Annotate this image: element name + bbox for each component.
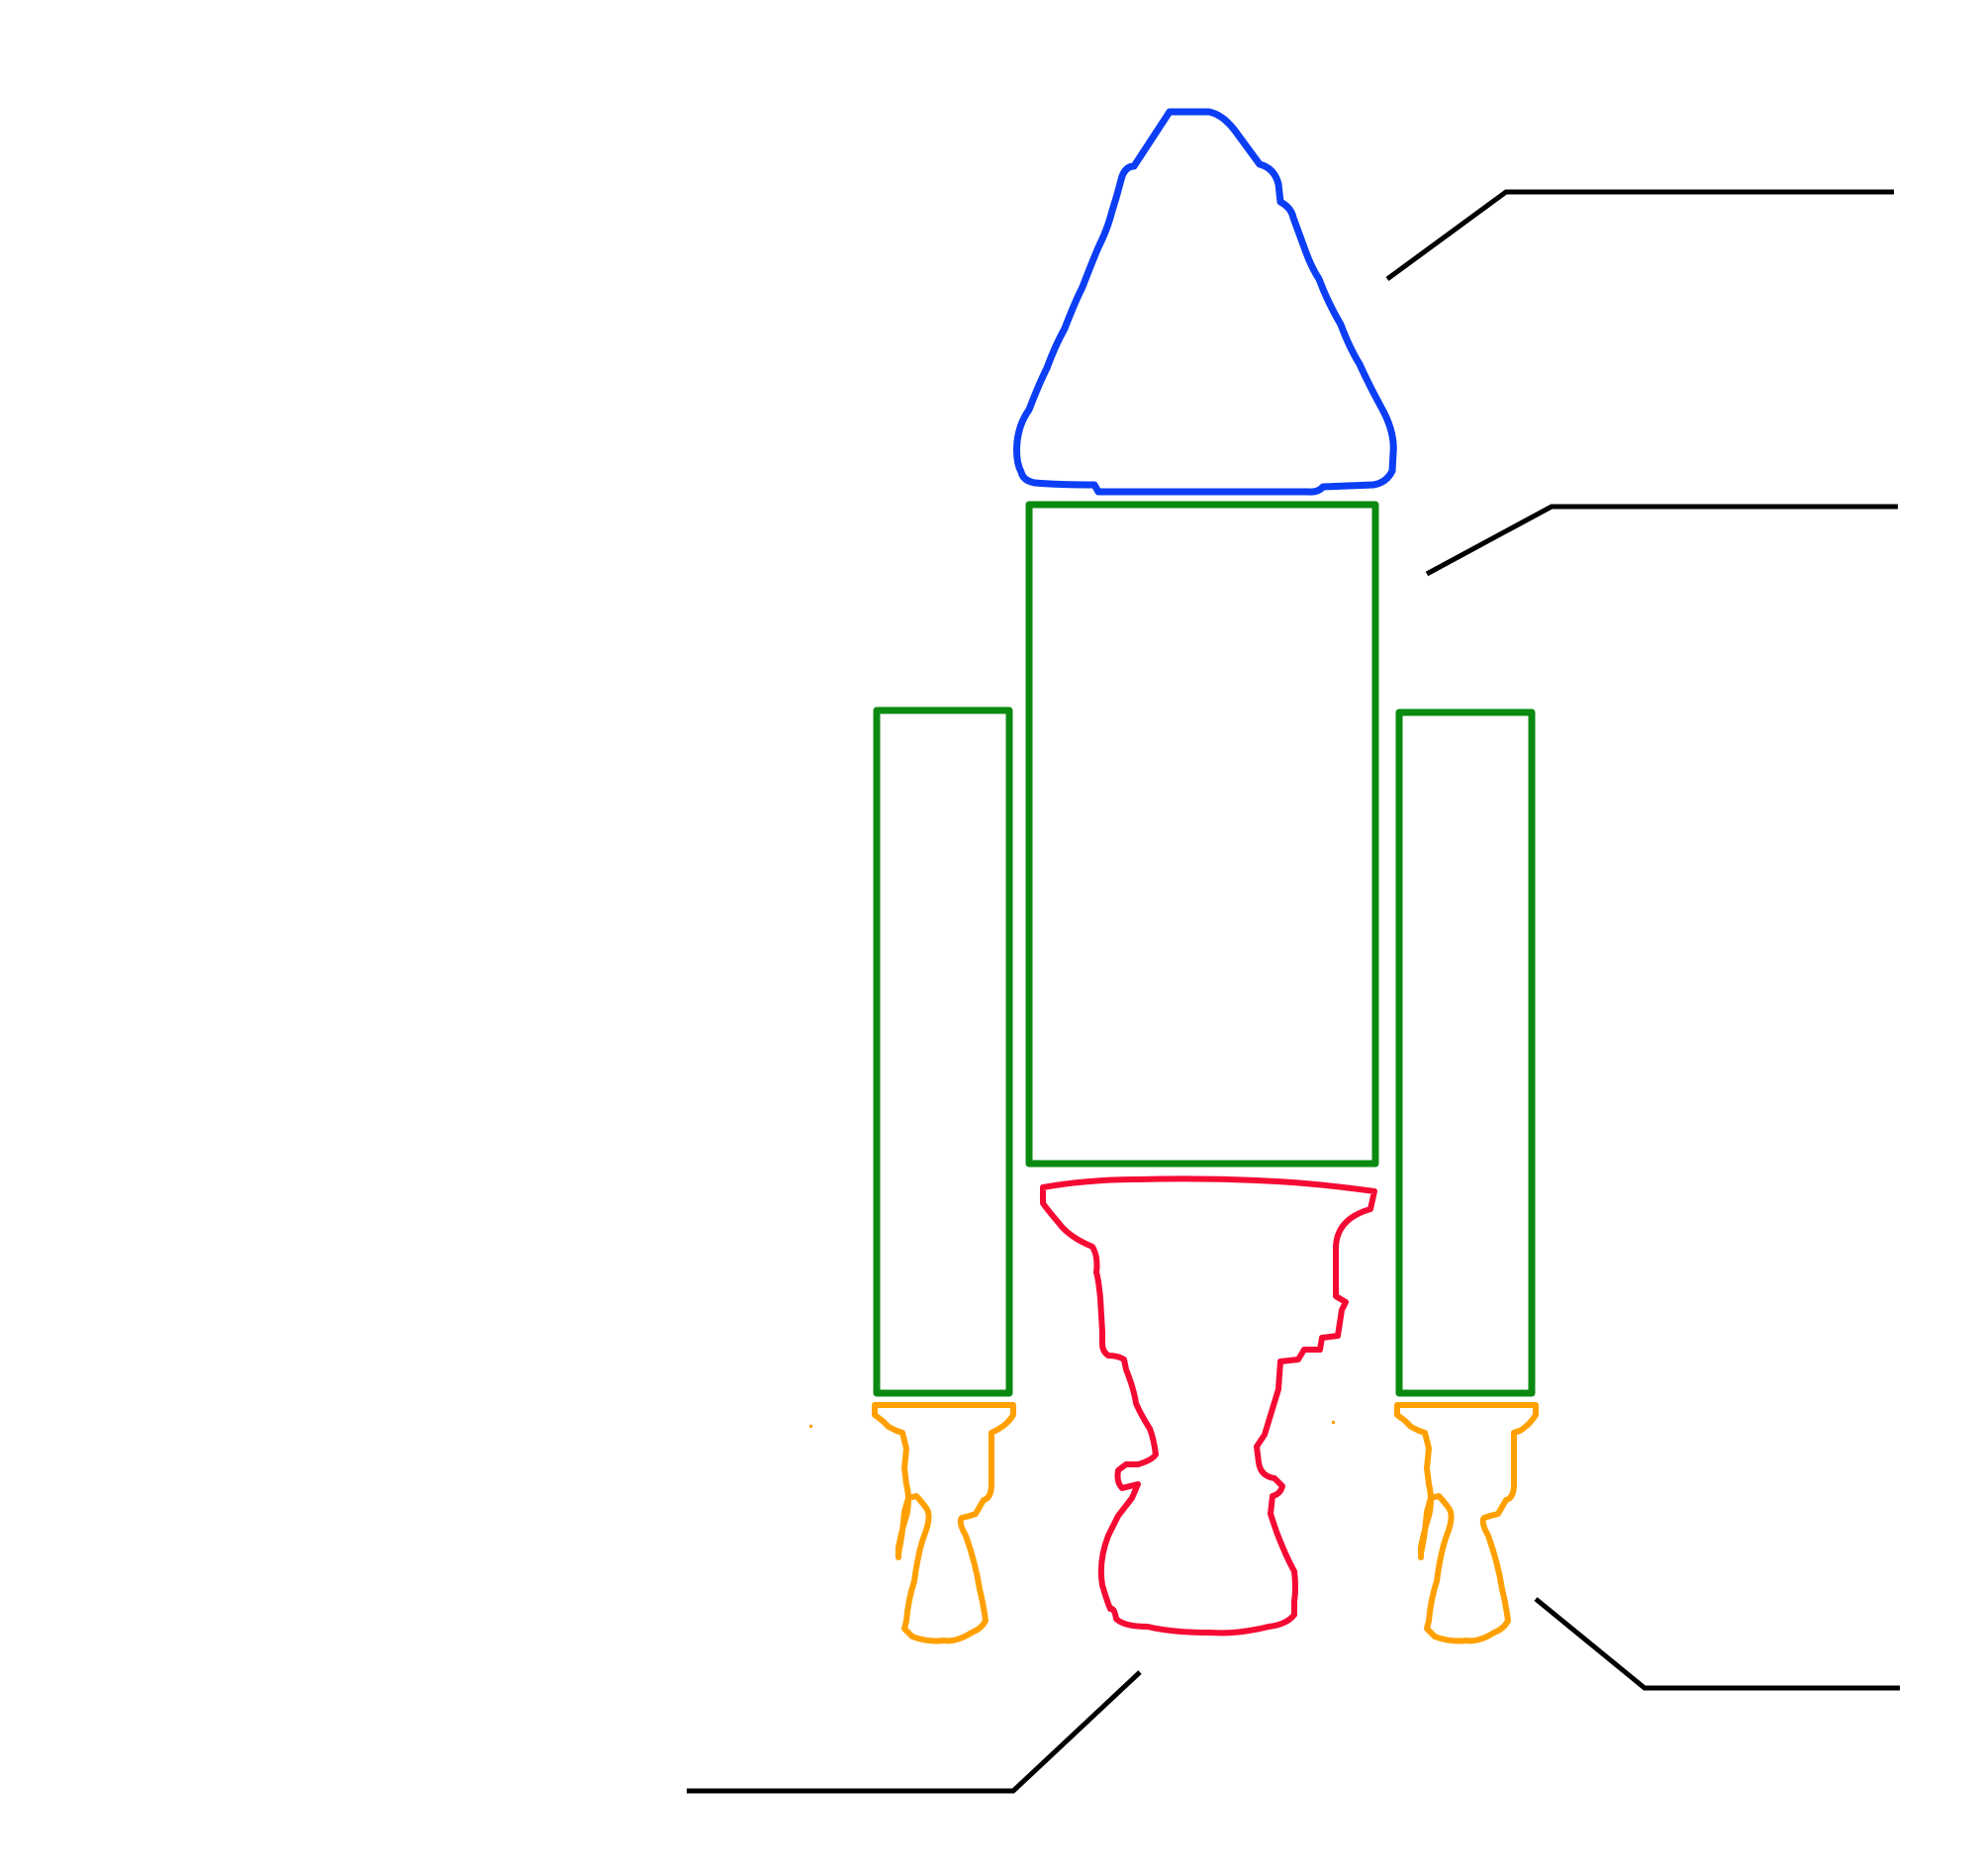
main-engine-leader-line — [687, 1670, 1142, 1794]
capsule-outline — [1013, 108, 1397, 496]
capsule-leader-line — [1385, 189, 1894, 282]
main-engine-outline — [1040, 1175, 1377, 1637]
stray-mark — [809, 1425, 812, 1428]
left-booster-engine-outline — [872, 1402, 1016, 1644]
core-stage-outline — [1025, 501, 1379, 1168]
right-booster-outline — [1395, 708, 1536, 1397]
right-booster-engine-outline — [1394, 1402, 1539, 1644]
booster-engine-leader-line — [1534, 1597, 1900, 1691]
stage-leader-line — [1425, 504, 1898, 577]
left-booster-outline — [873, 706, 1013, 1397]
stray-mark — [1332, 1421, 1335, 1424]
